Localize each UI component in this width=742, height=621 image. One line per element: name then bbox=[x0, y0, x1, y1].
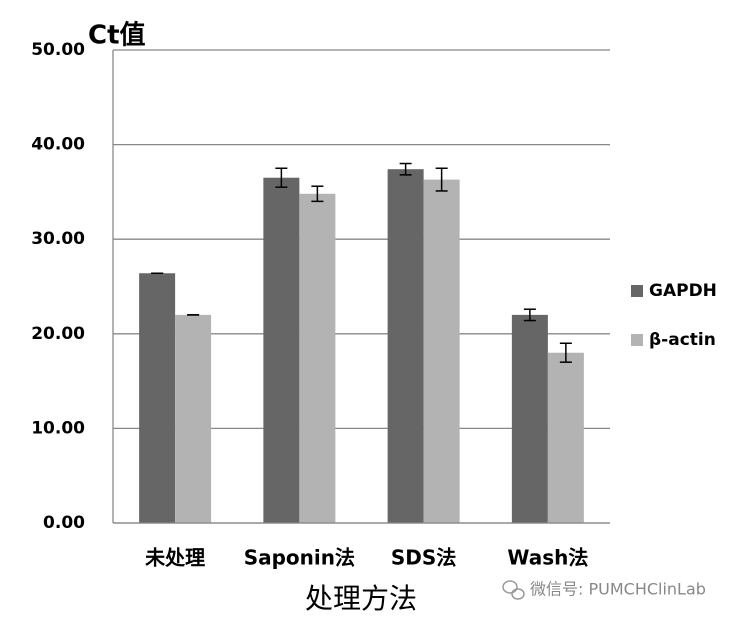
x-tick-label: Saponin法 bbox=[244, 546, 355, 570]
y-tick-label: 30.00 bbox=[31, 229, 85, 249]
bar bbox=[175, 314, 212, 523]
x-tick-label: Wash法 bbox=[507, 546, 588, 570]
error-bar bbox=[435, 167, 448, 192]
x-tick-label: SDS法 bbox=[391, 546, 456, 570]
error-bar bbox=[399, 162, 412, 176]
bar bbox=[139, 273, 176, 523]
bar bbox=[547, 352, 584, 523]
legend-label: β-actin bbox=[649, 330, 716, 350]
y-tick-label: 0.00 bbox=[43, 513, 85, 533]
watermark: 微信号: PUMCHClinLab bbox=[530, 580, 706, 599]
error-bar bbox=[275, 167, 288, 188]
x-tick-label: 未处理 bbox=[145, 546, 205, 570]
legend-swatch bbox=[631, 334, 643, 346]
legend-label: GAPDH bbox=[649, 281, 717, 301]
bar bbox=[263, 177, 300, 523]
y-tick-label: 10.00 bbox=[31, 418, 85, 438]
bar bbox=[387, 169, 424, 524]
error-bar bbox=[523, 308, 536, 322]
bar bbox=[511, 314, 548, 523]
watermark-icon bbox=[502, 580, 525, 600]
bar bbox=[299, 193, 336, 524]
y-tick-label: 20.00 bbox=[31, 324, 85, 344]
legend-swatch bbox=[631, 285, 643, 297]
error-bar bbox=[311, 185, 324, 203]
y-tick-label: 40.00 bbox=[31, 135, 85, 155]
y-tick-label: 50.00 bbox=[31, 40, 85, 60]
y-axis-label: Ct值 bbox=[88, 21, 146, 51]
x-axis-label: 处理方法 bbox=[305, 582, 417, 615]
error-bar bbox=[559, 342, 572, 363]
bar bbox=[423, 179, 460, 524]
